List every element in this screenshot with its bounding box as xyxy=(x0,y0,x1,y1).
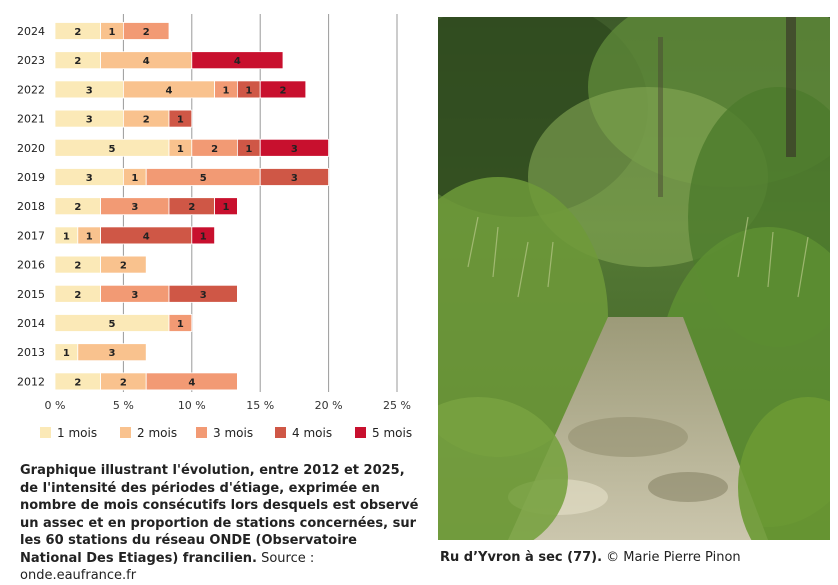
data-label: 4 xyxy=(143,56,150,67)
bar-segment xyxy=(168,284,238,303)
y-tick-label: 2012 xyxy=(17,375,45,388)
x-tick-label: 0 % xyxy=(45,399,66,412)
data-label: 1 xyxy=(245,144,252,155)
photo-caption: Ru d’Yvron à sec (77). © Marie Pierre Pi… xyxy=(440,550,741,565)
dry-stream-photo xyxy=(438,17,830,540)
data-label: 2 xyxy=(120,377,127,388)
data-label: 5 xyxy=(200,173,207,184)
legend-label: 3 mois xyxy=(213,426,253,440)
chart-caption-main: Graphique illustrant l'évolution, entre … xyxy=(20,463,419,566)
data-label: 3 xyxy=(291,144,298,155)
data-label: 3 xyxy=(109,348,116,359)
data-label: 2 xyxy=(280,85,287,96)
data-label: 3 xyxy=(86,115,93,126)
data-label: 2 xyxy=(143,115,150,126)
legend-label: 2 mois xyxy=(137,426,177,440)
bar-segment xyxy=(259,138,330,157)
data-label: 1 xyxy=(177,319,184,330)
bar-segment xyxy=(123,22,170,40)
legend-label: 5 mois xyxy=(372,426,412,440)
data-label: 1 xyxy=(63,348,70,359)
data-label: 2 xyxy=(74,27,81,38)
bar-segment xyxy=(145,372,238,391)
data-label: 1 xyxy=(63,231,70,242)
chart-caption-source: Source : onde.eaufrance.fr xyxy=(20,550,315,584)
bar-segment xyxy=(168,109,193,128)
y-tick-label: 2014 xyxy=(17,317,45,330)
data-label: 1 xyxy=(177,144,184,155)
y-tick-label: 2013 xyxy=(17,346,45,359)
data-label: 2 xyxy=(188,202,195,213)
y-tick-label: 2022 xyxy=(17,83,45,96)
data-label: 1 xyxy=(109,27,116,38)
y-tick-label: 2021 xyxy=(17,113,45,126)
legend-label: 1 mois xyxy=(57,426,97,440)
photo-caption-title: Ru d’Yvron à sec (77). xyxy=(440,550,603,565)
chart-caption: Graphique illustrant l'évolution, entre … xyxy=(20,462,420,585)
x-tick-label: 5 % xyxy=(113,399,134,412)
data-label: 1 xyxy=(86,231,93,242)
y-tick-label: 2018 xyxy=(17,200,45,213)
photo-caption-credit: © Marie Pierre Pinon xyxy=(602,550,741,565)
data-label: 1 xyxy=(177,115,184,126)
data-label: 4 xyxy=(234,56,241,67)
legend-label: 4 mois xyxy=(292,426,332,440)
bar-segment xyxy=(191,51,284,70)
legend-swatch xyxy=(275,427,286,438)
y-tick-label: 2016 xyxy=(17,259,45,272)
data-label: 4 xyxy=(166,85,173,96)
data-label: 1 xyxy=(223,202,230,213)
data-label: 2 xyxy=(211,144,218,155)
data-label: 2 xyxy=(120,261,127,272)
data-label: 3 xyxy=(131,202,138,213)
y-tick-label: 2023 xyxy=(17,54,45,67)
data-label: 3 xyxy=(291,173,298,184)
data-label: 2 xyxy=(74,202,81,213)
legend-swatch xyxy=(355,427,366,438)
data-label: 4 xyxy=(188,377,195,388)
legend-swatch xyxy=(120,427,131,438)
legend-swatch xyxy=(196,427,207,438)
bar-segment xyxy=(77,343,147,362)
x-tick-label: 10 % xyxy=(178,399,206,412)
data-label: 2 xyxy=(74,377,81,388)
data-label: 1 xyxy=(200,231,207,242)
data-label: 3 xyxy=(86,85,93,96)
data-label: 5 xyxy=(109,319,116,330)
y-tick-label: 2024 xyxy=(17,25,45,38)
dry-stream-photo-illustration xyxy=(438,17,830,540)
data-label: 3 xyxy=(131,290,138,301)
bar-segment xyxy=(168,314,193,332)
data-label: 2 xyxy=(74,56,81,67)
data-label: 4 xyxy=(143,231,150,242)
bar-segment xyxy=(191,226,216,245)
data-label: 2 xyxy=(74,290,81,301)
bar-segment xyxy=(100,255,147,274)
x-tick-label: 20 % xyxy=(315,399,343,412)
legend-swatch xyxy=(40,427,51,438)
data-label: 1 xyxy=(223,85,230,96)
stacked-bar-chart: 0 % 5 % 10 % 15 % 20 % 25 % 2024 2 1 2 2023 2 4 4 2022… xyxy=(17,14,412,440)
y-tick-label: 2017 xyxy=(17,229,45,242)
data-label: 3 xyxy=(86,173,93,184)
x-tick-label: 15 % xyxy=(246,399,274,412)
y-tick-label: 2015 xyxy=(17,288,45,301)
data-label: 2 xyxy=(74,261,81,272)
bar-segment xyxy=(259,168,330,186)
data-label: 5 xyxy=(109,144,116,155)
y-tick-label: 2020 xyxy=(17,142,45,155)
x-tick-label: 25 % xyxy=(383,399,411,412)
data-label: 1 xyxy=(131,173,138,184)
data-label: 3 xyxy=(200,290,207,301)
data-label: 1 xyxy=(245,85,252,96)
bar-segment xyxy=(259,80,307,99)
bar-segment xyxy=(214,197,238,216)
data-label: 2 xyxy=(143,27,150,38)
y-tick-label: 2019 xyxy=(17,171,45,184)
